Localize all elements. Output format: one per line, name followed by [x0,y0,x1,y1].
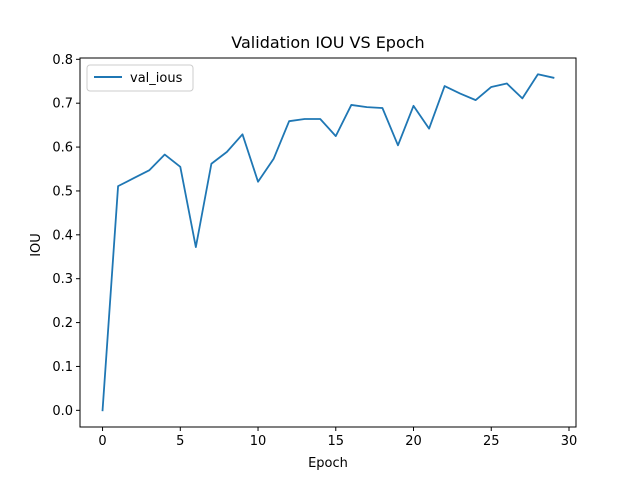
x-axis-label: Epoch [308,456,348,471]
x-tick-label: 10 [250,434,267,449]
y-tick-label: 0.1 [52,360,73,375]
x-tick-label: 0 [98,434,106,449]
y-tick-label: 0.3 [52,272,73,287]
x-tick-label: 5 [176,434,184,449]
axis-ticks: 0 5 10 15 20 25 30 0.0 0.1 0.2 0.3 0.4 0.5 0.6 0.7 0.8 [52,53,577,449]
y-tick-label: 0.6 [52,141,73,156]
x-tick-label: 20 [405,434,422,449]
series-layer [101,73,555,412]
chart-title: Validation IOU VS Epoch [231,33,424,52]
legend-box [86,64,194,92]
x-tick-label: 30 [561,434,578,449]
series-line-val-ious [101,73,555,412]
y-tick-label: 0.7 [52,97,73,112]
y-tick-label: 0.8 [52,53,73,68]
y-tick-label: 0.0 [52,404,73,419]
y-tick-label: 0.4 [52,228,73,243]
y-tick-label: 0.5 [52,184,73,199]
x-tick-label: 25 [483,434,500,449]
legend-label-val-ious: val_ious [130,71,183,86]
y-tick-label: 0.2 [52,316,73,331]
y-axis-label: IOU [29,233,44,257]
legend: val_ious [86,64,194,92]
x-tick-label: 15 [328,434,345,449]
plot-area-frame [79,57,577,428]
